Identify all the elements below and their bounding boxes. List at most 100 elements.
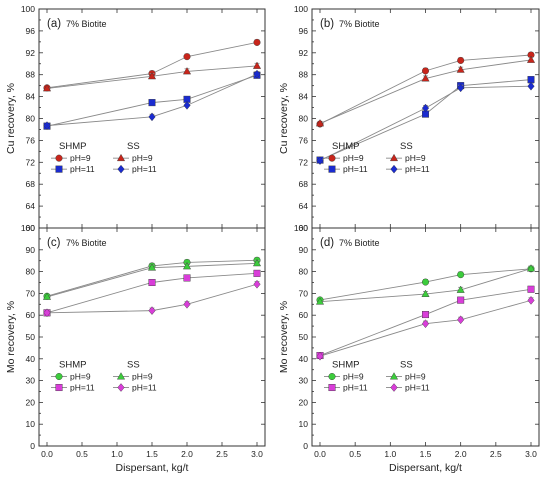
series-line: [46, 262, 258, 298]
y-tick-label: 60: [26, 310, 36, 320]
y-tick-label: 84: [26, 92, 36, 102]
panel-subtitle: 7% Biotite: [66, 238, 107, 248]
panel-label: (d): [320, 237, 334, 249]
legend-entry-label: pH=11: [405, 164, 430, 174]
y-tick-label: 40: [26, 354, 36, 364]
legend-marker: [328, 165, 336, 173]
legend-marker: [390, 164, 398, 174]
legend-group-title: SHMP: [59, 360, 86, 371]
panel-b: 60 64 68 72 76 80 84 88 92 96 100 Cu recovery, % (b)…: [278, 4, 540, 233]
data-point: [457, 315, 465, 325]
data-point: [148, 279, 156, 287]
legend-entry-label: pH=9: [343, 153, 364, 163]
legend-entry-label: pH=11: [70, 383, 95, 393]
series-ss-pH9: [315, 55, 536, 127]
legend-marker: [55, 384, 63, 392]
x-tick-label: 1.0: [111, 449, 123, 459]
data-point: [316, 156, 324, 165]
series-ss-pH11: [316, 81, 535, 165]
panel-subtitle: 7% Biotite: [339, 19, 380, 29]
series-shmp-pH9: [316, 265, 535, 304]
data-point: [422, 278, 430, 286]
panel-label: (b): [320, 18, 334, 30]
y-tick-label: 88: [299, 70, 309, 80]
y-tick-label: 92: [26, 48, 36, 58]
y-tick-label: 100: [294, 223, 308, 233]
legend-marker: [55, 165, 63, 173]
y-tick-label: 60: [299, 310, 309, 320]
y-tick-label: 76: [299, 135, 309, 145]
panel-a: 60 64 68 72 76 80 84 88 92 96 100 Cu recovery, % (a)…: [5, 4, 266, 233]
series-line: [319, 54, 532, 125]
series-line: [319, 59, 532, 124]
y-tick-label: 60: [299, 223, 309, 233]
data-point: [315, 119, 325, 127]
data-point: [148, 306, 156, 315]
data-point: [148, 112, 156, 122]
series-line: [46, 41, 258, 89]
panel-subtitle: 7% Biotite: [339, 238, 380, 248]
legend-marker: [389, 153, 399, 162]
y-tick-label: 0: [303, 441, 308, 451]
legend-marker: [116, 372, 126, 380]
legend-marker: [389, 372, 399, 380]
y-tick-label: 72: [26, 157, 36, 167]
y-tick-label: 68: [26, 179, 36, 189]
series-shmp-pH11: [316, 285, 535, 360]
data-point: [183, 101, 191, 110]
data-point: [252, 259, 262, 267]
y-tick-label: 40: [299, 354, 309, 364]
data-point: [527, 285, 535, 293]
legend-entry-label: pH=11: [70, 164, 95, 174]
data-point: [526, 55, 536, 63]
y-tick-label: 100: [21, 4, 35, 14]
y-tick-label: 80: [26, 267, 36, 277]
data-point: [457, 271, 465, 279]
series-line: [319, 268, 532, 303]
data-point: [527, 296, 535, 305]
y-tick-label: 20: [299, 397, 309, 407]
data-point: [457, 83, 465, 93]
data-point: [252, 61, 262, 69]
legend-group-title: SHMP: [332, 141, 359, 152]
x-tick-label: 2.5: [490, 449, 502, 459]
series-ss-pH9: [42, 259, 262, 300]
legend-entry-label: pH=9: [132, 372, 153, 382]
legend-marker: [55, 154, 63, 162]
x-tick-label: 3.0: [525, 449, 537, 459]
y-axis-label: Mo recovery, %: [5, 301, 17, 373]
x-tick-label: 0.0: [314, 449, 326, 459]
y-tick-label: 96: [26, 26, 36, 36]
data-point: [42, 292, 52, 300]
y-tick-label: 64: [299, 201, 309, 211]
legend-marker: [328, 384, 336, 392]
x-axis-label: Dispersant, kg/t: [389, 462, 462, 474]
y-tick-label: 70: [299, 288, 309, 298]
legend-entry-label: pH=11: [343, 383, 368, 393]
data-point: [253, 38, 261, 46]
y-axis-label: Cu recovery, %: [278, 83, 290, 154]
legend-entry-label: pH=9: [405, 372, 426, 382]
series-ss-pH11: [43, 279, 261, 318]
x-tick-label: 0.5: [76, 449, 88, 459]
panel-subtitle: 7% Biotite: [66, 19, 107, 29]
data-point: [42, 84, 52, 92]
series-shmp-pH9: [43, 38, 261, 92]
legend-group-title: SHMP: [332, 360, 359, 371]
legend-marker: [328, 154, 336, 162]
data-point: [183, 299, 191, 309]
data-point: [147, 263, 157, 271]
legend-entry-label: pH=11: [343, 164, 368, 174]
data-point: [421, 289, 430, 297]
x-tick-label: 1.5: [146, 449, 158, 459]
series-line: [46, 65, 258, 89]
series-line: [319, 299, 532, 357]
y-tick-label: 90: [26, 245, 36, 255]
x-tick-label: 0.0: [41, 449, 53, 459]
legend-group-title: SS: [400, 360, 413, 371]
series-line: [46, 73, 258, 127]
